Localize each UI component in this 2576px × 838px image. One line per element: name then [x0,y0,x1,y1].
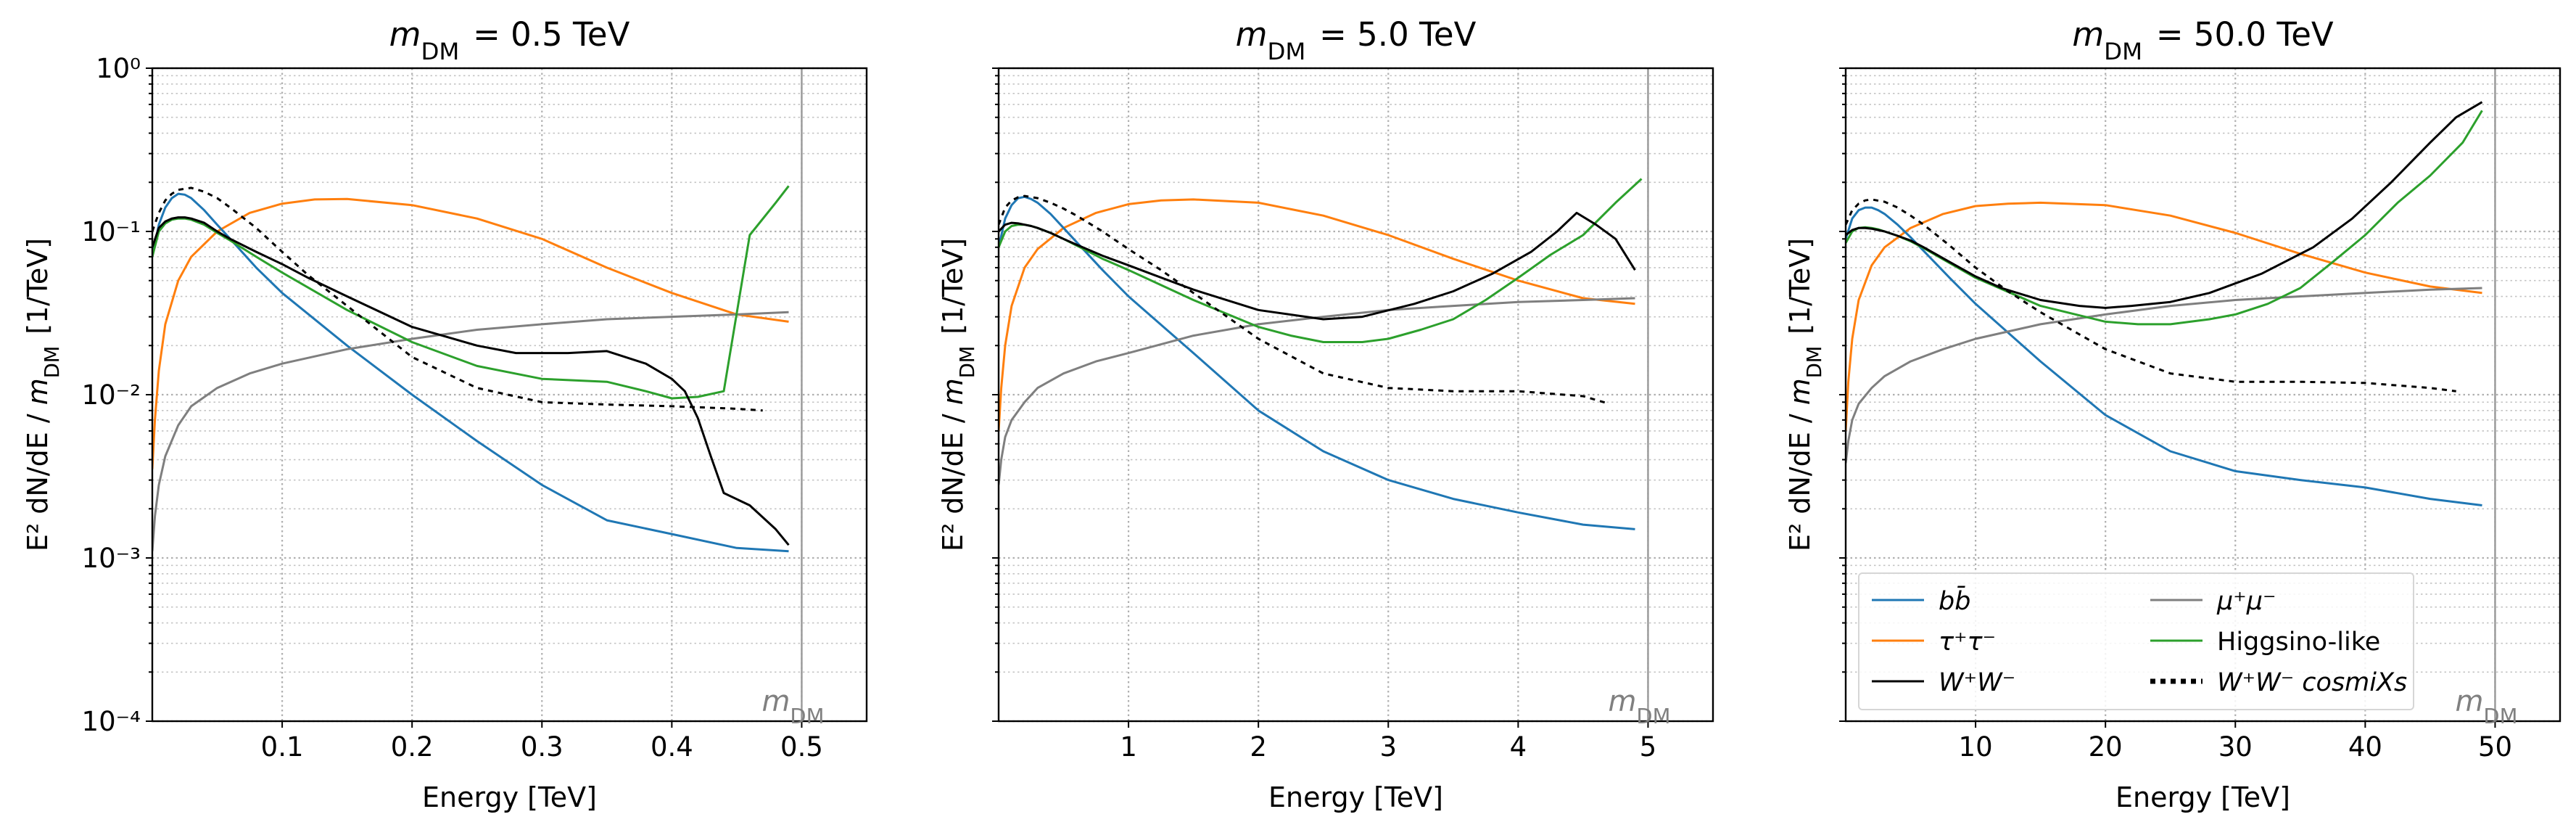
series-line-mumu [999,297,1635,485]
x-tick-label: 0.4 [651,731,693,763]
x-axis: 10 20 30 40 50 [1959,721,2512,763]
mdm-label: mDM [2455,685,2520,728]
series-line-tautau [152,197,789,469]
legend: bb̄ τ⁺τ⁻ W⁺W⁻ μ⁺μ⁻ Higgsino-like W⁺W⁻ cosmiXs [1858,572,2414,710]
legend-label-tautau: τ⁺τ⁻ [1939,628,1996,657]
x-tick-label: 40 [2348,731,2382,763]
x-tick-label: 2 [1250,731,1267,763]
y-axis-label: E² dN/dE / mDM [1/TeV] [22,238,64,551]
y-tick-label: 10⁻³ [82,543,141,574]
x-tick-label: 30 [2218,731,2253,763]
y-axis-label: E² dN/dE / mDM [1/TeV] [937,238,979,551]
x-tick-label: 5 [1640,731,1657,763]
y-tick-label: 10⁻¹ [82,216,141,247]
series-line-mumu [152,311,789,551]
grid [999,67,1713,723]
mdm-label: mDM [761,685,827,728]
legend-box [1858,572,2414,710]
x-tick-label: 20 [2089,731,2123,763]
x-tick-label: 10 [1959,731,1993,763]
series-group [1846,101,2483,506]
series-group [152,185,790,553]
series-line-ww_cosmixs [1846,198,2456,393]
series-group [999,178,1643,530]
panel-title: mDM = 0.5 TeV [389,15,630,65]
x-tick-label: 0.3 [521,731,564,763]
y-axis [992,67,999,722]
series-line-bb [152,192,789,553]
legend-label-bb: bb̄ [1939,586,1970,616]
x-axis-label: Energy [TeV] [422,781,597,813]
legend-label-ww_cosmixs: W⁺W⁻ cosmiXs [2217,668,2407,697]
y-tick-label: 10⁻⁴ [82,706,141,737]
grid [1846,67,2560,723]
x-tick-label: 0.5 [780,731,823,763]
x-tick-label: 1 [1120,731,1137,763]
series-line-ww_cosmixs [152,186,763,412]
y-tick-label: 10⁰ [96,53,141,84]
series-line-ww_cosmixs [999,194,1610,405]
series-line-ww [1846,101,2483,309]
x-tick-label: 50 [2478,731,2512,763]
x-axis-label: Energy [TeV] [1268,781,1443,813]
x-axis: 0.1 0.2 0.3 0.4 0.5 [261,721,823,763]
series-line-bb [999,195,1635,530]
series-line-tautau [999,198,1635,431]
legend-label-mumu: μ⁺μ⁻ [2216,587,2276,616]
mdm-label: mDM [1608,685,1673,728]
series-line-mumu [1846,287,2482,464]
x-axis-label: Energy [TeV] [2115,781,2290,813]
legend-label-ww: W⁺W⁻ [1939,668,2015,697]
series-line-ww [999,211,1636,321]
legend-label-higgsino: Higgsino-like [2217,628,2380,657]
x-tick-label: 4 [1510,731,1527,763]
y-axis [1839,67,1846,722]
x-tick-label: 0.2 [391,731,434,763]
x-axis: 1 2 3 4 5 [1120,721,1656,763]
series-line-bb [1846,206,2482,506]
panel-title: mDM = 50.0 TeV [2072,15,2334,65]
y-tick-label: 10⁻² [82,379,141,411]
series-line-ww [152,216,790,546]
x-tick-label: 0.1 [261,731,304,763]
series-line-higgsino [152,185,790,400]
series-line-tautau [1846,201,2482,431]
panel-title: mDM = 5.0 TeV [1236,15,1477,65]
y-axis-label: E² dN/dE / mDM [1/TeV] [1784,238,1826,551]
x-tick-label: 3 [1379,731,1397,763]
y-axis: 10⁻⁴ 10⁻³ 10⁻² 10⁻¹ 10⁰ [82,53,152,737]
